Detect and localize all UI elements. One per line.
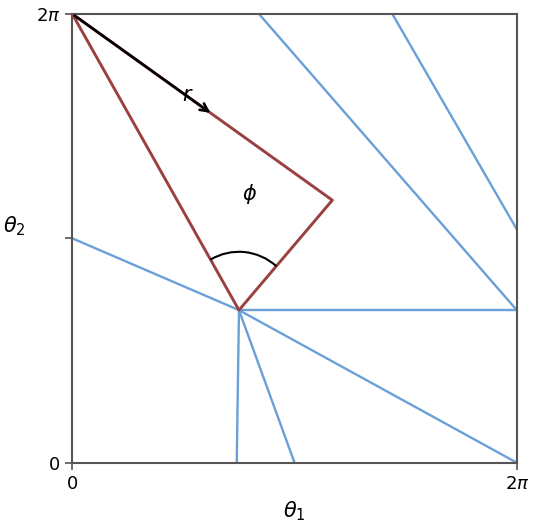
Y-axis label: $\theta_2$: $\theta_2$: [3, 215, 26, 238]
X-axis label: $\theta_1$: $\theta_1$: [283, 499, 306, 523]
Text: $r$: $r$: [182, 85, 193, 105]
Text: $\phi$: $\phi$: [242, 182, 257, 206]
